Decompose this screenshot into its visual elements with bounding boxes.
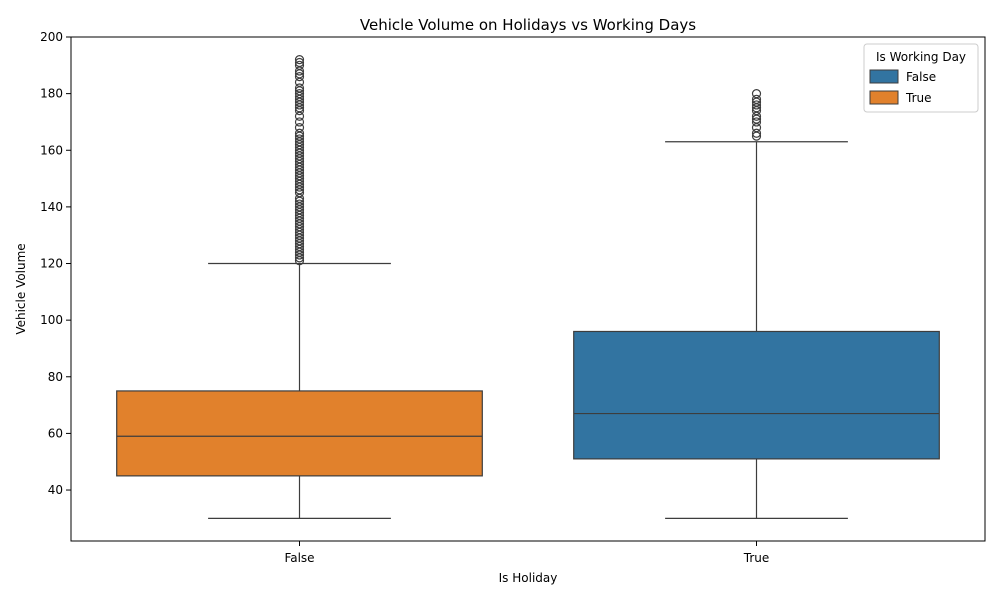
y-tick-label: 80 [48, 370, 63, 384]
outlier-point [751, 94, 762, 104]
legend-swatch [869, 90, 899, 105]
y-tick-label: 200 [40, 30, 63, 44]
outlier-point [751, 117, 762, 127]
y-tick-label: 180 [40, 87, 63, 101]
y-tick-label: 140 [40, 200, 63, 214]
axes-frame [70, 36, 986, 542]
outlier-point [294, 134, 305, 144]
box-iqr [116, 390, 483, 477]
outlier-point [751, 100, 762, 110]
outlier-point [294, 117, 305, 127]
x-axis-label: Is Holiday [499, 571, 558, 585]
outlier-point [751, 128, 762, 138]
y-tick-label: 100 [40, 313, 63, 327]
y-tick-label: 60 [48, 426, 63, 440]
outlier-point [294, 60, 305, 70]
plot-area: 40 60 80 100 120 140 160 180 200 False True [40, 30, 986, 565]
box-iqr [573, 330, 940, 460]
y-tick-label: 160 [40, 143, 63, 157]
outlier-point [294, 83, 305, 93]
y-tick-label: 40 [48, 483, 63, 497]
outlier-point [294, 199, 305, 209]
x-tick-label: True [743, 551, 770, 565]
outlier-point [294, 57, 305, 68]
outlier-point [294, 128, 305, 138]
legend-swatch [869, 69, 899, 84]
legend-label: False [906, 70, 936, 84]
outlier-point [294, 55, 305, 65]
legend: Is Working Day False True [863, 43, 979, 113]
outlier-point [294, 123, 305, 133]
y-axis-label: Vehicle Volume [14, 243, 28, 334]
x-tick-label: False [284, 551, 314, 565]
y-tick-label: 120 [40, 257, 63, 271]
legend-title: Is Working Day [876, 50, 966, 64]
chart-title: Vehicle Volume on Holidays vs Working Da… [360, 16, 696, 34]
outlier-point [294, 72, 305, 82]
legend-label: True [905, 91, 932, 105]
outlier-point [751, 89, 762, 99]
outlier-point [294, 89, 305, 99]
